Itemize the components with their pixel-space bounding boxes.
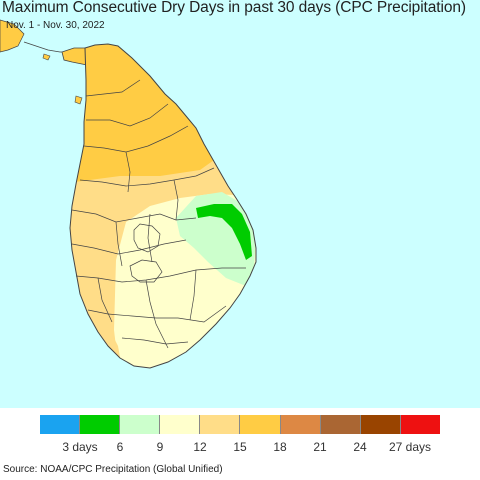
legend-label: 9 (156, 440, 164, 454)
legend-label: 3 days (62, 440, 98, 454)
legend-swatch (240, 415, 281, 434)
small-island (42, 53, 51, 61)
legend-swatch (40, 415, 81, 434)
source-credit: Source: NOAA/CPC Precipitation (Global U… (3, 464, 223, 475)
legend-swatch (80, 415, 121, 434)
legend-swatch (120, 415, 161, 434)
mainland-india (0, 19, 25, 53)
zone-6-days (196, 204, 252, 260)
island-outline (69, 43, 257, 369)
legend-swatch (400, 415, 440, 434)
legend-label: 12 (193, 440, 207, 454)
legend-label: 24 (353, 440, 367, 454)
sri-lanka-map (0, 19, 257, 369)
district-boundaries (71, 79, 246, 349)
legend-swatch (200, 415, 241, 434)
legend-labels: 3 days 6 9 12 15 18 21 24 27 days (40, 440, 440, 456)
legend-swatch (360, 415, 401, 434)
small-island (74, 95, 83, 105)
legend-label: 6 (116, 440, 124, 454)
map-area (0, 0, 480, 408)
legend-swatch (160, 415, 201, 434)
date-range: Nov. 1 - Nov. 30, 2022 (6, 20, 105, 31)
legend-swatch (280, 415, 321, 434)
legend-label: 27 days (388, 440, 432, 454)
legend-label: 15 (233, 440, 247, 454)
legend-label: 21 (313, 440, 327, 454)
map-title: Maximum Consecutive Dry Days in past 30 … (2, 0, 466, 16)
legend-label: 18 (273, 440, 287, 454)
legend-color-bar (40, 415, 440, 434)
legend-swatch (320, 415, 361, 434)
